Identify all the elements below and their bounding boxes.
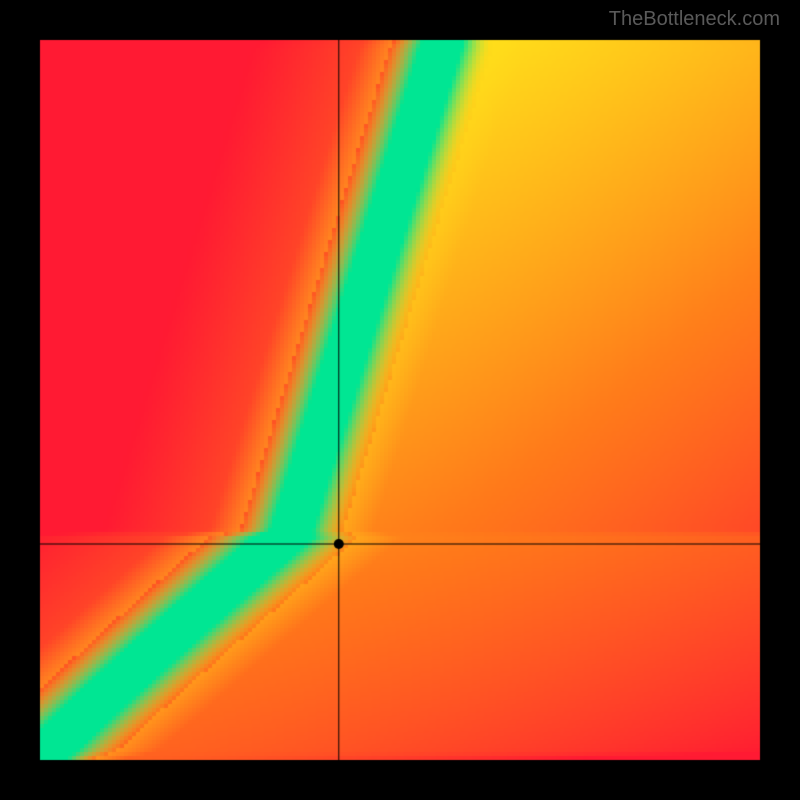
watermark-text: TheBottleneck.com <box>609 8 780 31</box>
heatmap-canvas <box>0 0 800 800</box>
